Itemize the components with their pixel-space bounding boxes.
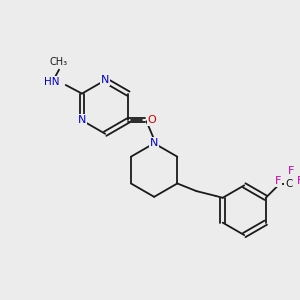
Text: HN: HN — [44, 77, 59, 87]
Text: N: N — [78, 116, 86, 125]
Text: N: N — [101, 75, 109, 85]
Text: C: C — [285, 179, 292, 189]
Text: F: F — [297, 176, 300, 186]
Text: CH₃: CH₃ — [50, 57, 68, 67]
Text: F: F — [275, 176, 281, 186]
Text: O: O — [148, 116, 157, 125]
Text: F: F — [287, 166, 294, 176]
Text: N: N — [150, 138, 158, 148]
